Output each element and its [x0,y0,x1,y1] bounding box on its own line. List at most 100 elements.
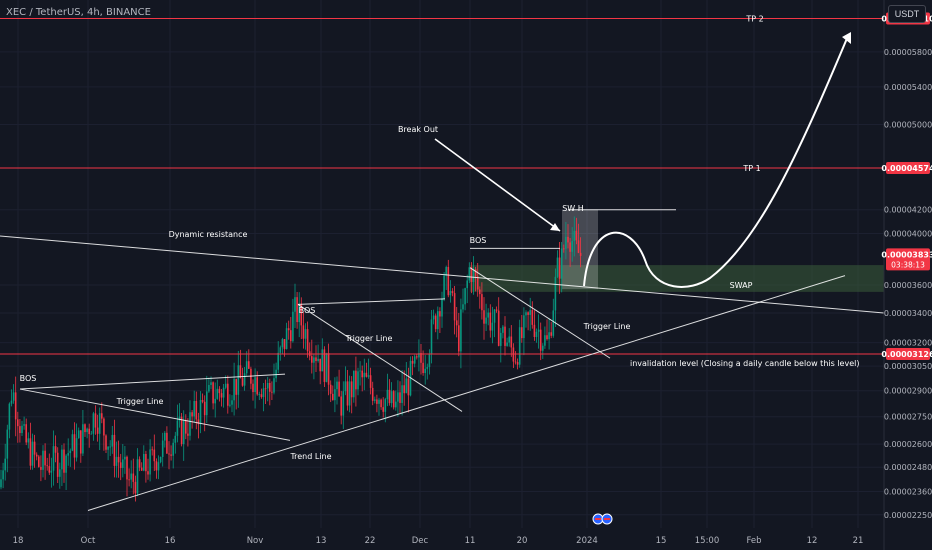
candle-body [468,267,471,281]
candle-body [252,383,254,393]
candle-body [416,356,418,358]
candle-body [361,370,363,378]
highlight-box [562,209,598,290]
candle-body [25,424,27,443]
candle-body [348,381,351,406]
candle-body [111,434,114,447]
candle-body [405,378,408,394]
candle-body [271,391,273,393]
candle-body [193,401,195,417]
candle-body [367,375,370,377]
price-axis[interactable]: 0.00005800 0.00005400 0.00005000 0.00004200… [881,0,932,550]
candle-body [451,291,454,294]
breakout-arrow [434,138,561,232]
candle-body [77,430,80,439]
time-tick-label: 21 [853,536,864,546]
candle-body [413,356,416,364]
candle-body [82,424,84,454]
candle-body [229,404,231,406]
candle-body [563,248,565,250]
time-tick-label: 18 [13,536,24,546]
candle-body [355,370,357,390]
candle-body [552,310,555,336]
candle-body [575,230,578,241]
candle-body [285,328,288,350]
candle-body [460,309,462,352]
candle-body [441,298,443,317]
annotations-layer: Break Out SW H BOS BOS BOS Dynamic resistance… [20,15,859,525]
candle-body [306,329,309,352]
candle-body [502,326,504,333]
candle-body [105,435,107,450]
candle-body [132,473,135,482]
time-tick-label: Feb [746,536,761,546]
candle-body [59,469,61,477]
candle-body [571,240,573,252]
candle-body [136,459,139,494]
time-tick-label: Oct [81,536,96,546]
candle-body [481,294,483,311]
candle-body [239,365,242,379]
symbol-title[interactable]: XEC / TetherUS, 4h, BINANCE [6,7,151,18]
candle-body [124,456,126,460]
candle-body [407,378,410,396]
candle-body [52,446,55,471]
candle-body [12,392,15,401]
candle-body [275,369,277,379]
candle-body [33,441,36,455]
candle-body [29,438,32,466]
candle-body [392,391,395,408]
candle-body [71,434,74,451]
candle-body [535,331,538,337]
candle-body [340,396,342,416]
candle-body [201,400,204,402]
candle-body [489,312,492,331]
price-tick-label: 0.00004000 [884,230,932,239]
candle-body [569,242,571,252]
time-tick-label: 15 [656,536,667,546]
candle-body [546,335,548,340]
candle-body [182,420,185,445]
candle-body [212,382,214,404]
time-tick-label: 13 [316,536,327,546]
candle-body [166,432,168,454]
invalidation-label: invalidation level (Closing a daily cand… [630,359,859,368]
price-label: 0.00004574 [881,164,932,173]
price-tick-label: 0.00003200 [884,339,932,348]
candle-body [248,361,250,369]
candle-body [550,332,552,336]
time-tick-label: 15:00 [695,536,720,546]
candle-body [44,450,46,466]
candle-body [332,393,334,401]
candle-body [466,280,468,289]
currency-button[interactable]: USDT [888,5,926,23]
candle-body [470,267,473,283]
candle-body [506,342,508,346]
time-tick-label: 12 [807,536,818,546]
candle-body [445,267,447,276]
candle-body [235,378,237,395]
candle-body [317,358,319,361]
annotation-label: Trigger Line [583,322,631,331]
candle-body [88,428,90,435]
candle-body [214,398,216,404]
candle-body [216,388,219,399]
annotation-label: BOS [470,236,487,245]
candle-body [342,391,345,416]
annotation-label: Trend Line [289,452,331,461]
candle-body [199,400,202,425]
price-label: 0.00003126 [881,350,932,359]
candle-body [155,461,158,471]
candle-body [365,372,368,377]
time-axis[interactable]: 18 Oct 16 Nov 13 22 Dec 11 20 2024 15 15:00 Feb 12 21 [13,536,864,546]
candles-layer [0,216,582,502]
candle-body [458,325,460,352]
candle-body [195,401,198,420]
candle-body [113,434,116,466]
price-label: 0.00003833 [881,250,932,259]
candle-body [56,452,59,477]
candle-body [115,456,118,466]
candle-body [80,430,82,454]
candle-body [344,381,347,392]
